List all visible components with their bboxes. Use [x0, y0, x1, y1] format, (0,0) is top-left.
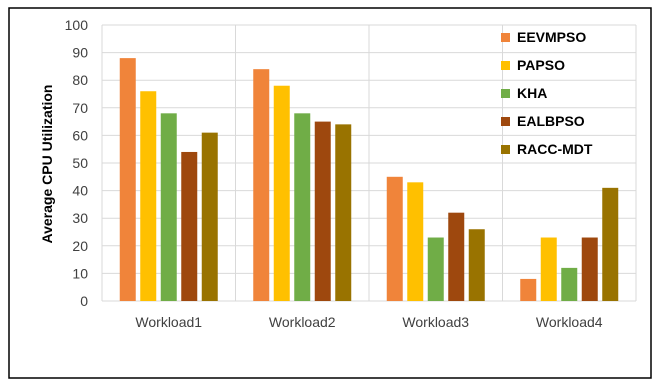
legend-label-ealbpso: EALBPSO — [517, 113, 585, 129]
y-tick-label: 30 — [72, 210, 88, 226]
bar-kha-workload1 — [160, 113, 177, 301]
bar-ealbpso-workload2 — [314, 121, 331, 301]
legend: EEVMPSO PAPSO KHA EALBPSO RACC-MDT — [501, 29, 593, 157]
y-tick-label: 100 — [65, 17, 89, 33]
bar-papso-workload4 — [540, 237, 557, 301]
category-labels: Workload1 Workload2 Workload3 Workload4 — [135, 314, 602, 330]
legend-label-papso: PAPSO — [517, 57, 565, 73]
category-label: Workload4 — [536, 314, 603, 330]
bar-racc-mdt-workload1 — [201, 132, 218, 301]
bar-eevmpso-workload4 — [520, 278, 537, 301]
y-tick-label: 60 — [72, 127, 88, 143]
bar-papso-workload1 — [140, 91, 157, 302]
bar-ealbpso-workload3 — [448, 212, 465, 301]
bar-ealbpso-workload4 — [581, 237, 598, 301]
bar-racc-mdt-workload2 — [335, 124, 352, 301]
y-axis-title: Average CPU Utilization — [39, 85, 55, 244]
category-label: Workload1 — [135, 314, 202, 330]
bar-racc-mdt-workload4 — [602, 187, 619, 301]
y-tick-label: 50 — [72, 155, 88, 171]
y-tick-labels: 0 10 20 30 40 50 60 70 80 90 100 — [65, 17, 89, 309]
legend-swatch-ealbpso — [501, 117, 510, 126]
legend-swatch-kha — [501, 89, 510, 98]
bar-ealbpso-workload1 — [181, 151, 198, 301]
bar-papso-workload2 — [273, 85, 290, 301]
y-tick-label: 80 — [72, 72, 88, 88]
bar-eevmpso-workload3 — [386, 176, 403, 301]
y-tick-label: 0 — [80, 293, 88, 309]
y-tick-label: 10 — [72, 265, 88, 281]
legend-label-kha: KHA — [517, 85, 547, 101]
category-label: Workload2 — [269, 314, 336, 330]
bar-eevmpso-workload1 — [119, 58, 136, 302]
y-tick-label: 90 — [72, 45, 88, 61]
legend-label-eevmpso: EEVMPSO — [517, 29, 586, 45]
bars — [119, 58, 619, 302]
bar-papso-workload3 — [407, 182, 424, 301]
bar-kha-workload3 — [427, 237, 444, 301]
category-label: Workload3 — [402, 314, 469, 330]
legend-swatch-papso — [501, 61, 510, 70]
legend-swatch-eevmpso — [501, 33, 510, 42]
legend-swatch-racc-mdt — [501, 145, 510, 154]
bar-kha-workload2 — [294, 113, 311, 301]
y-tick-label: 20 — [72, 238, 88, 254]
bar-eevmpso-workload2 — [253, 69, 270, 301]
legend-label-racc-mdt: RACC-MDT — [517, 141, 593, 157]
y-tick-label: 70 — [72, 100, 88, 116]
y-tick-label: 40 — [72, 183, 88, 199]
bar-kha-workload4 — [561, 267, 578, 301]
bar-racc-mdt-workload3 — [468, 229, 485, 301]
